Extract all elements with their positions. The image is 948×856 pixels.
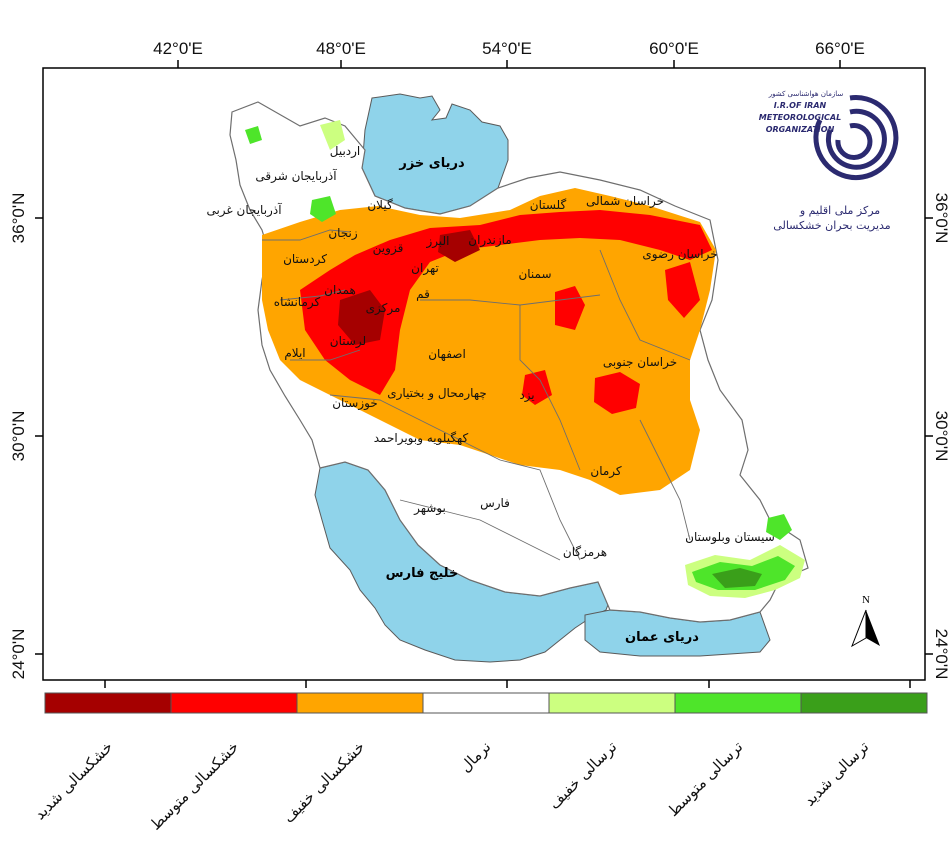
lon-tick-54: 54°0'E	[482, 39, 532, 58]
moderate-wet-patch-ardabil	[245, 126, 262, 144]
moderate-drought-patch-2	[555, 286, 585, 330]
province-label-kerman: کرمان	[590, 464, 622, 479]
province-label-golestan: گلستان	[530, 198, 567, 212]
north-arrow: N	[851, 594, 880, 648]
province-label-lorestan: لرستان	[330, 334, 366, 349]
lat-tick-24-right: 24°0'N	[932, 629, 948, 680]
organization-logo: سازمان هواشناسی کشور I.R.OF IRAN METEORO…	[759, 90, 899, 232]
province-label-ardabil: اردبیل	[330, 144, 361, 159]
province-label-khuzestan: خوزستان	[332, 396, 378, 411]
lat-tick-24-left: 24°0'N	[9, 629, 28, 680]
province-label-mazandaran: مازندران	[468, 233, 511, 248]
logo-line-2: METEOROLOGICAL	[759, 113, 841, 122]
province-label-qom: قم	[416, 287, 430, 301]
province-label-kurdistan: کردستان	[283, 252, 327, 267]
legend-swatch-normal	[422, 692, 550, 714]
legend-swatch-severe-drought	[44, 692, 172, 714]
province-label-alborz: البرز	[425, 234, 449, 249]
moderate-wet-patch-northwest	[310, 196, 336, 222]
province-labels: اردبیل آذربایجان شرقی آذربایجان غربی زنج…	[206, 144, 774, 560]
province-label-markazi: مرکزی	[366, 301, 401, 316]
province-label-tehran: تهران	[411, 261, 439, 276]
lon-tick-42: 42°0'E	[153, 39, 203, 58]
logo-line-3: ORGANIZATION	[766, 125, 835, 134]
legend-swatch-moderate-wet	[674, 692, 802, 714]
legend-swatch-mild-wet	[548, 692, 676, 714]
lat-tick-30-left: 30°0'N	[9, 411, 28, 462]
logo-title-fa: سازمان هواشناسی کشور	[768, 90, 844, 98]
province-label-gilan: گیلان	[367, 198, 393, 212]
province-label-razavi-khorasan: خراسان رضوی	[642, 247, 717, 262]
legend-swatch-moderate-drought	[170, 692, 298, 714]
lat-tick-36-left: 36°0'N	[9, 193, 28, 244]
north-arrow-label: N	[862, 594, 870, 606]
legend-swatch-severe-wet	[800, 692, 928, 714]
moderate-drought-patch-3	[665, 262, 700, 318]
province-label-hamadan: همدان	[324, 283, 356, 297]
logo-subtitle-1: مرکز ملی اقلیم و	[799, 204, 880, 217]
province-borders	[262, 229, 691, 561]
province-label-isfahan: اصفهان	[428, 347, 466, 361]
province-label-kohgiluyeh: کهگیلویه وبویراحمد	[374, 431, 469, 446]
province-label-semnan: سمنان	[518, 267, 551, 281]
moderate-drought-zone	[300, 210, 712, 395]
severe-drought-patch-1	[338, 290, 385, 345]
lat-tick-36-right: 36°0'N	[932, 193, 948, 244]
lon-tick-60: 60°0'E	[649, 39, 699, 58]
top-ticks	[35, 60, 933, 688]
logo-subtitle-2: مدیریت بحران خشکسالی	[773, 219, 890, 232]
logo-line-1: I.R.OF IRAN	[774, 101, 827, 110]
logo-emblem-icon	[813, 95, 899, 181]
province-label-north-khorasan: خراسان شمالی	[586, 194, 664, 209]
province-label-sistan-baluchestan: سیستان وبلوستان	[685, 530, 775, 545]
severe-wet-zone-southeast	[712, 568, 762, 588]
province-label-qazvin: قزوین	[373, 241, 404, 256]
province-label-chaharmahal: چهارمحال و بختیاری	[387, 386, 487, 401]
moderate-wet-patch-east	[766, 514, 792, 540]
province-label-east-azerbaijan: آذربایجان شرقی	[255, 168, 337, 184]
lon-tick-48: 48°0'E	[316, 39, 366, 58]
lon-tick-66: 66°0'E	[815, 39, 865, 58]
moderate-drought-patch-1	[594, 372, 640, 414]
caspian-sea-label: دریای خزر	[398, 156, 465, 171]
province-label-zanjan: زنجان	[328, 226, 358, 241]
legend-swatch-mild-drought	[296, 692, 424, 714]
lat-tick-30-right: 30°0'N	[932, 411, 948, 462]
province-label-fars: فارس	[480, 496, 510, 511]
province-label-kermanshah: کرمانشاه	[274, 295, 321, 310]
province-label-yazd: یزد	[519, 388, 534, 403]
mild-wet-patch-northwest	[320, 120, 345, 150]
persian-gulf-label: خلیج فارس	[386, 566, 459, 581]
severe-drought-patch-2	[438, 230, 480, 262]
province-label-ilam: ایلام	[284, 346, 305, 360]
province-label-west-azerbaijan: آذربایجان غربی	[206, 202, 282, 218]
province-label-hormozgan: هرمزگان	[563, 545, 607, 560]
legend-bar	[44, 692, 928, 714]
oman-sea-label: دریای عمان	[625, 630, 699, 645]
moderate-drought-patch-4	[522, 370, 552, 405]
north-arrow-icon	[866, 610, 880, 646]
province-label-bushehr: بوشهر	[413, 501, 446, 516]
province-label-south-khorasan: خراسان جنوبی	[603, 355, 677, 370]
